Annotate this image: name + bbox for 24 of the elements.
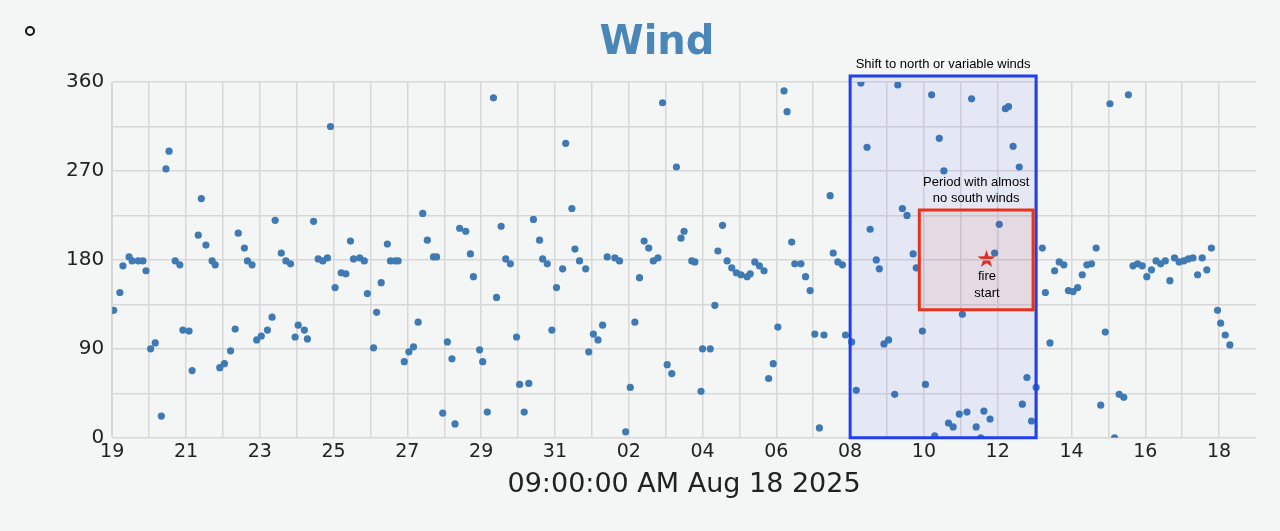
x-tick-label: 27 [395,439,420,462]
x-tick-label: 02 [616,439,641,462]
x-tick-label: 31 [542,439,568,462]
chart-title: Wind [599,17,715,64]
x-tick-label: 12 [985,439,1010,462]
x-tick-label: 14 [1059,439,1084,462]
x-tick-label: 23 [247,439,272,462]
y-tick-label: 360 [65,68,105,93]
x-tick-label: 08 [838,439,863,462]
band-label: Shift to north or variable winds [855,56,1032,72]
x-tick-label: 06 [764,439,789,462]
y-tick-label: 180 [65,246,105,271]
x-tick-label: 18 [1207,439,1232,462]
band-label: Period with almost no south winds [923,174,1030,206]
x-tick-label: 21 [173,439,199,462]
annotation: fire start [974,267,1000,300]
x-axis-title: 09:00:00 AM Aug 18 2025 [507,466,861,498]
x-tick-label: 04 [690,439,715,462]
x-tick-label: 29 [469,439,494,462]
y-tick-label: 270 [65,157,105,182]
x-tick-label: 25 [321,439,346,462]
x-tick-label: 16 [1133,439,1158,462]
y-tick-label: 90 [78,335,105,360]
x-tick-label: 10 [911,439,937,462]
